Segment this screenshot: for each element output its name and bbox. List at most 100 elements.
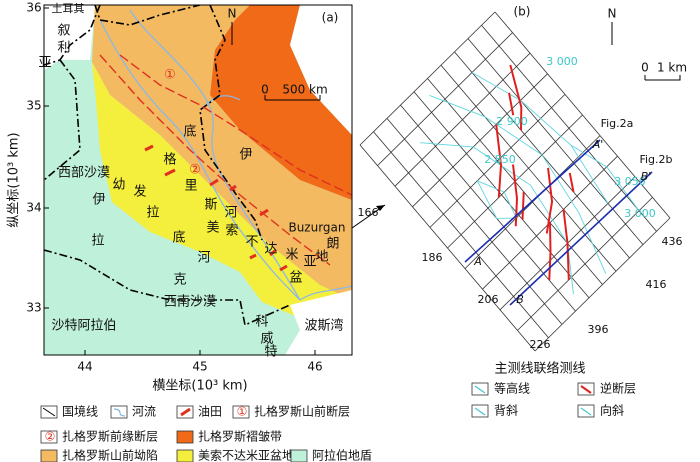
grid-line: [517, 197, 653, 331]
fault: [495, 124, 503, 198]
place-label: 地: [315, 250, 328, 265]
legend-marker: ①: [237, 405, 248, 419]
legend-swatch: [40, 449, 58, 462]
fault: [521, 191, 525, 220]
legend-symbol: [42, 407, 56, 417]
contour: [429, 95, 607, 274]
border: [44, 59, 81, 181]
place-label: 克: [173, 273, 186, 288]
legend-swatch: [232, 405, 250, 419]
border: [44, 5, 101, 66]
legend-marker: ②: [45, 430, 56, 444]
line-number: 186: [422, 251, 443, 264]
place-label: 索: [225, 224, 238, 239]
callout-arrowhead: [376, 205, 385, 211]
place-label: 利: [57, 41, 70, 56]
legend-symbol: [474, 385, 486, 394]
border: [44, 249, 291, 327]
legend-symbol: [180, 407, 191, 417]
axis-title: 纵坐标(10³ km): [7, 132, 22, 227]
x-tick-label: 44: [77, 360, 92, 374]
x-tick-label: 46: [307, 360, 322, 374]
place-label: 特: [264, 345, 277, 360]
scale-bar: [264, 95, 321, 101]
oil-field: [144, 144, 288, 272]
place-label: 亚: [303, 255, 316, 270]
line-number: 166: [358, 206, 379, 219]
legend-text: 阿拉伯地盾: [312, 448, 372, 462]
fault: [512, 164, 519, 227]
grid-line: [481, 25, 657, 232]
scale-bar-b: [644, 75, 681, 81]
y-tick-label: 33: [26, 301, 41, 315]
legend-text: 向斜: [600, 403, 624, 418]
place-label: 米: [285, 248, 298, 263]
y-tick-label: 34: [26, 201, 41, 215]
contour-label: 3 050: [614, 175, 646, 188]
place-label: 威: [260, 332, 273, 347]
foredeep: [92, 5, 352, 300]
legend-text: 油田: [198, 405, 222, 419]
place-label: 河: [224, 206, 237, 221]
north-label: N: [228, 7, 237, 21]
place-label: 格: [163, 152, 176, 168]
legend-symbol: [474, 407, 486, 416]
y-tick-label: 36: [26, 1, 41, 15]
legend-text: 等高线: [494, 381, 530, 396]
contour: [471, 72, 609, 204]
grid-line: [464, 135, 601, 269]
river: [299, 285, 352, 301]
river: [129, 9, 301, 301]
axis-title: 横坐标(10³ km): [152, 379, 247, 394]
fault: [548, 222, 552, 281]
legend-swatch: [176, 449, 194, 462]
callout-label: Buzurgan: [288, 221, 345, 235]
place-label: ②: [189, 163, 201, 178]
fault: [568, 172, 575, 193]
legend-text: 河流: [132, 405, 156, 419]
contour-label: 2 900: [496, 115, 528, 128]
section-line: [464, 139, 601, 263]
section-label: A': [592, 138, 604, 151]
fold-belt: [210, 5, 352, 200]
place-label: 底: [172, 230, 185, 246]
grid-line: [534, 217, 671, 352]
place-label: 盆: [289, 271, 302, 286]
place-label: 拉: [91, 234, 104, 249]
scale-label: 500 km: [282, 83, 327, 97]
place-label: 伊: [92, 193, 105, 208]
section-label: B': [641, 170, 652, 183]
place-label: 叙: [57, 24, 70, 39]
survey-grid: [359, 11, 671, 352]
section-label: A: [473, 255, 482, 268]
line-number: 226: [530, 338, 551, 351]
legend-symbol: [113, 408, 126, 417]
contour: [570, 144, 640, 211]
legend-text: 国境线: [62, 404, 98, 419]
fault: [508, 92, 515, 116]
place-label: 幼: [112, 178, 125, 193]
legend-swatch: [290, 449, 308, 462]
y-tick-label: 35: [26, 99, 41, 113]
scale-label: 0: [641, 61, 649, 75]
persian-gulf: [285, 290, 352, 355]
section-label: Fig.2a: [601, 117, 634, 130]
legend-text: 背斜: [494, 404, 518, 418]
line-number: 206: [478, 293, 499, 306]
place-label: 斯: [204, 198, 217, 213]
x-tick-label: 45: [192, 360, 207, 374]
map-frame: [43, 4, 353, 356]
place-label: 土耳其: [52, 2, 85, 15]
fault: [562, 209, 570, 280]
panel-label: (a): [322, 11, 339, 25]
fault: [99, 54, 331, 266]
place-label: 沙特阿拉伯: [51, 319, 116, 334]
legend-symbol: [580, 385, 592, 394]
legend-text: 扎格罗斯前缘断层: [62, 429, 158, 444]
legend-text: 扎格罗斯山前断层: [254, 404, 350, 419]
turkey-area: [44, 5, 95, 70]
legend-text: 扎格罗斯褶皱带: [198, 429, 282, 444]
grid-line: [467, 38, 644, 245]
legend-text: 逆断层: [600, 381, 636, 396]
contour: [419, 142, 574, 295]
